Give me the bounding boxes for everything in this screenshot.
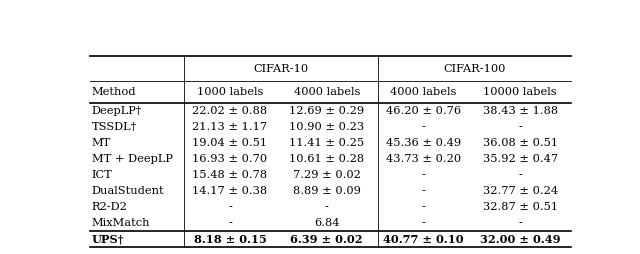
- Text: 7.29 ± 0.02: 7.29 ± 0.02: [293, 170, 361, 180]
- Text: DualStudent: DualStudent: [92, 186, 164, 196]
- Text: 43.73 ± 0.20: 43.73 ± 0.20: [386, 154, 461, 164]
- Text: 16.93 ± 0.70: 16.93 ± 0.70: [193, 154, 268, 164]
- Text: 45.36 ± 0.49: 45.36 ± 0.49: [386, 138, 461, 148]
- Text: Method: Method: [92, 87, 136, 97]
- Text: 32.00 ± 0.49: 32.00 ± 0.49: [480, 234, 561, 245]
- Text: -: -: [422, 202, 426, 212]
- Text: 8.18 ± 0.15: 8.18 ± 0.15: [194, 234, 266, 245]
- Text: 4000 labels: 4000 labels: [390, 87, 457, 97]
- Text: -: -: [518, 122, 522, 132]
- Text: -: -: [228, 202, 232, 212]
- Text: -: -: [228, 218, 232, 228]
- Text: 10.90 ± 0.23: 10.90 ± 0.23: [289, 122, 364, 132]
- Text: 32.87 ± 0.51: 32.87 ± 0.51: [483, 202, 558, 212]
- Text: CIFAR-100: CIFAR-100: [443, 64, 506, 74]
- Text: MixMatch: MixMatch: [92, 218, 150, 228]
- Text: 12.69 ± 0.29: 12.69 ± 0.29: [289, 106, 364, 116]
- Text: DeepLP†: DeepLP†: [92, 106, 142, 116]
- Text: 38.43 ± 1.88: 38.43 ± 1.88: [483, 106, 558, 116]
- Text: 35.92 ± 0.47: 35.92 ± 0.47: [483, 154, 558, 164]
- Text: 46.20 ± 0.76: 46.20 ± 0.76: [386, 106, 461, 116]
- Text: CIFAR-10: CIFAR-10: [253, 64, 308, 74]
- Text: -: -: [325, 202, 329, 212]
- Text: -: -: [422, 122, 426, 132]
- Text: -: -: [422, 218, 426, 228]
- Text: 21.13 ± 1.17: 21.13 ± 1.17: [193, 122, 268, 132]
- Text: MT + DeepLP: MT + DeepLP: [92, 154, 173, 164]
- Text: TSSDL†: TSSDL†: [92, 122, 137, 132]
- Text: 4000 labels: 4000 labels: [294, 87, 360, 97]
- Text: -: -: [518, 218, 522, 228]
- Text: 1000 labels: 1000 labels: [197, 87, 263, 97]
- Text: 22.02 ± 0.88: 22.02 ± 0.88: [193, 106, 268, 116]
- Text: 8.89 ± 0.09: 8.89 ± 0.09: [293, 186, 361, 196]
- Text: 19.04 ± 0.51: 19.04 ± 0.51: [193, 138, 268, 148]
- Text: 15.48 ± 0.78: 15.48 ± 0.78: [193, 170, 268, 180]
- Text: ICT: ICT: [92, 170, 113, 180]
- Text: 6.39 ± 0.02: 6.39 ± 0.02: [291, 234, 363, 245]
- Text: 6.84: 6.84: [314, 218, 339, 228]
- Text: -: -: [422, 186, 426, 196]
- Text: 10.61 ± 0.28: 10.61 ± 0.28: [289, 154, 364, 164]
- Text: 36.08 ± 0.51: 36.08 ± 0.51: [483, 138, 558, 148]
- Text: -: -: [422, 170, 426, 180]
- Text: 10000 labels: 10000 labels: [483, 87, 557, 97]
- Text: UPS†: UPS†: [92, 234, 125, 245]
- Text: 32.77 ± 0.24: 32.77 ± 0.24: [483, 186, 558, 196]
- Text: R2-D2: R2-D2: [92, 202, 128, 212]
- Text: -: -: [518, 170, 522, 180]
- Text: MT: MT: [92, 138, 111, 148]
- Text: 40.77 ± 0.10: 40.77 ± 0.10: [383, 234, 464, 245]
- Text: 11.41 ± 0.25: 11.41 ± 0.25: [289, 138, 364, 148]
- Text: 14.17 ± 0.38: 14.17 ± 0.38: [193, 186, 268, 196]
